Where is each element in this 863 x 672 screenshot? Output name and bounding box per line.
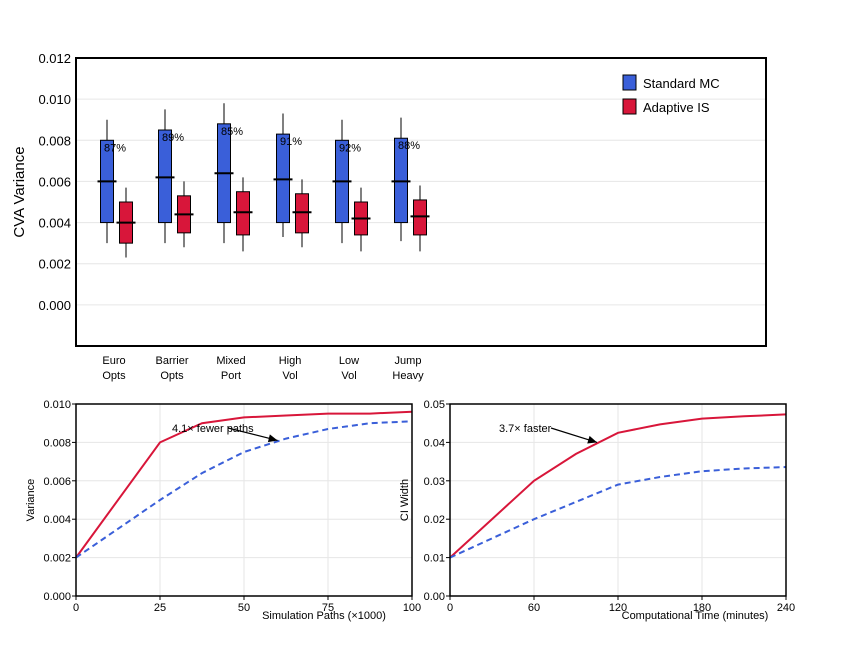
reduction-percent-label: 91%	[280, 136, 302, 148]
top-y-tick-label: 0.002	[38, 257, 71, 272]
top-plot-frame	[75, 57, 767, 347]
x-tick-label: 100	[403, 602, 421, 614]
y-tick-label: 0.04	[424, 437, 445, 449]
variance-ticks: 0 25 50 75 100 0.000 0.002 0.004 0.006 0.008 0.010	[43, 399, 421, 614]
box	[295, 193, 309, 234]
category-label: Mixed	[216, 355, 245, 367]
reduction-percent-label: 85%	[221, 126, 243, 138]
box	[276, 133, 290, 224]
reduction-percent-label: 89%	[162, 132, 184, 144]
speedup-annotation-text: 4.1× fewer paths	[172, 423, 254, 435]
ci-width-x-axis-label: Computational Time (minutes)	[622, 610, 769, 622]
category-label: Opts	[160, 370, 184, 382]
x-tick-label: 120	[609, 602, 627, 614]
x-tick-label: 180	[693, 602, 711, 614]
category-label: Port	[221, 370, 241, 382]
y-tick-label: 0.03	[424, 476, 445, 488]
variance-line-panel: 0 25 50 75 100 0.000 0.002 0.004 0.006 0.008 0.010…	[25, 399, 421, 622]
top-y-tick-label: 0.006	[38, 174, 71, 189]
category-label: Barrier	[155, 355, 188, 367]
ci-width-line-panel: 0 60 120 180 240 0.00 0.01 0.02 0.03 0.04 0.05 Com…	[399, 399, 795, 622]
x-tick-label: 0	[73, 602, 79, 614]
top-y-tick-label: 0.012	[38, 51, 71, 66]
x-tick-label: 60	[528, 602, 540, 614]
legend-swatch-adaptive-is	[622, 98, 637, 115]
top-y-tick-label: 0.008	[38, 133, 71, 148]
x-tick-label: 50	[238, 602, 250, 614]
y-tick-label: 0.006	[43, 476, 71, 488]
top-y-ticks: 0.012 0.010 0.008 0.006 0.004 0.002 0.000	[38, 51, 71, 313]
variance-annotation: 4.1× fewer paths	[172, 423, 278, 443]
reduction-percent-label: 92%	[339, 142, 361, 154]
standard-mc-line	[449, 466, 787, 559]
top-grid	[76, 57, 766, 306]
standard-mc-line	[75, 420, 413, 559]
category-label: Jump	[395, 355, 422, 367]
box-plot-panel: 0.012 0.010 0.008 0.006 0.004 0.002 0.000 CVA …	[11, 51, 767, 382]
y-tick-label: 0.004	[43, 514, 71, 526]
top-y-tick-label: 0.000	[38, 298, 71, 313]
y-tick-label: 0.000	[43, 591, 71, 603]
top-y-axis-label: CVA Variance	[11, 146, 28, 237]
legend-label-adaptive-is: Adaptive IS	[643, 100, 710, 115]
variance-series-lines	[75, 410, 413, 559]
category-label: High	[279, 355, 302, 367]
y-tick-label: 0.02	[424, 514, 445, 526]
box	[236, 191, 250, 236]
box	[158, 129, 172, 224]
x-tick-label: 0	[447, 602, 453, 614]
category-label: Vol	[282, 370, 297, 382]
y-tick-label: 0.008	[43, 437, 71, 449]
category-label: Low	[339, 355, 359, 367]
reduction-percent-label: 88%	[398, 140, 420, 152]
ci-width-y-axis-label: CI Width	[399, 479, 411, 521]
x-tick-label: 75	[322, 602, 334, 614]
reduction-annotations: 87% 89% 85% 91% 92% 88%	[104, 126, 420, 154]
category-label: Vol	[341, 370, 356, 382]
variance-y-axis-label: Variance	[25, 479, 37, 522]
y-tick-label: 0.00	[424, 591, 445, 603]
box	[394, 137, 408, 224]
legend-swatch-standard-mc	[622, 74, 637, 91]
box	[413, 199, 427, 236]
box-marks	[97, 103, 430, 258]
variance-x-axis-label: Simulation Paths (×1000)	[262, 610, 386, 622]
adaptive-is-line	[449, 413, 787, 559]
y-tick-label: 0.01	[424, 553, 445, 565]
y-tick-label: 0.05	[424, 399, 445, 411]
top-y-tick-label: 0.004	[38, 216, 71, 231]
reduction-percent-label: 87%	[104, 142, 126, 154]
category-label: Heavy	[392, 370, 424, 382]
ci-width-series-lines	[449, 413, 787, 559]
y-tick-label: 0.002	[43, 553, 71, 565]
ci-width-ticks: 0 60 120 180 240 0.00 0.01 0.02 0.03 0.04 0.05	[424, 399, 796, 614]
legend-label-standard-mc: Standard MC	[643, 76, 720, 91]
annotation-arrowhead	[587, 435, 597, 444]
x-tick-label: 240	[777, 602, 795, 614]
category-label: Euro	[102, 355, 125, 367]
top-y-tick-label: 0.010	[38, 92, 71, 107]
ci-width-annotation: 3.7× faster	[499, 423, 598, 444]
legend: Standard MC Adaptive IS	[622, 74, 720, 115]
speedup-annotation-text: 3.7× faster	[499, 423, 552, 435]
y-tick-label: 0.010	[43, 399, 71, 411]
category-label: Opts	[102, 370, 126, 382]
adaptive-is-line	[75, 410, 413, 559]
category-labels: Euro Opts Barrier Opts Mixed Port High Vol Low Vo…	[102, 355, 424, 382]
annotation-arrowhead	[267, 434, 278, 443]
x-tick-label: 25	[154, 602, 166, 614]
